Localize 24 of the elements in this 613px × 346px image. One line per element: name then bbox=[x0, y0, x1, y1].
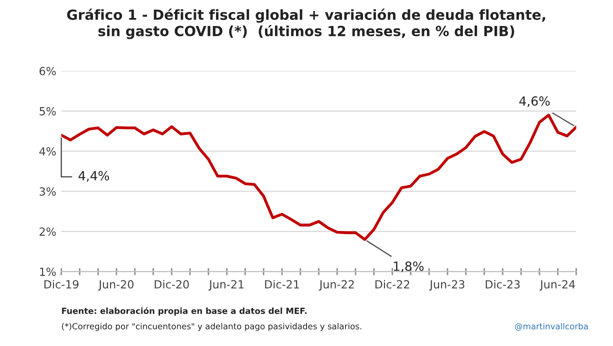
text: @martinvallcorba bbox=[515, 322, 588, 331]
y-tick-label: 6% bbox=[40, 66, 56, 76]
y-tick-label: 5% bbox=[40, 107, 56, 116]
x-tick-label: Jun-24 bbox=[540, 280, 575, 291]
x-tick-label: Jun-20 bbox=[98, 280, 134, 291]
line-series bbox=[61, 114, 576, 241]
x-tick-label: Dic-20 bbox=[154, 280, 189, 289]
y-tick-label: 1% bbox=[40, 268, 56, 276]
x-tick-label: Dic-23 bbox=[486, 280, 520, 289]
y-tick-label: 4% bbox=[39, 147, 56, 156]
annotation: 4,6% bbox=[519, 96, 550, 108]
x-tick-label: Dic-21 bbox=[265, 280, 299, 289]
x-tick-label: Dic-19 bbox=[44, 280, 78, 289]
x-tick-label: Jun-22 bbox=[318, 280, 354, 291]
text: (*)Corregido por "cincuentones" y adelanto pago pasividades y salarios. bbox=[62, 322, 362, 332]
annotation: 1,8% bbox=[394, 261, 424, 272]
source-note: Fuente: elaboración propia en base a datos del MEF. bbox=[62, 307, 306, 316]
chart-title: Gráfico 1 - Déficit fiscal global + variación de deuda flotante, sin gasto COVID (*) (últimos 12 meses, en % del PIB) bbox=[67, 8, 546, 40]
y-tick-label: 3% bbox=[40, 187, 56, 196]
x-tick-label: Dic-22 bbox=[375, 280, 410, 289]
x-tick-label: Jun-23 bbox=[429, 280, 464, 291]
x-tick-label: Jun-21 bbox=[208, 280, 244, 291]
y-tick-label: 2% bbox=[40, 227, 56, 236]
annotation: 4,4% bbox=[78, 170, 110, 182]
